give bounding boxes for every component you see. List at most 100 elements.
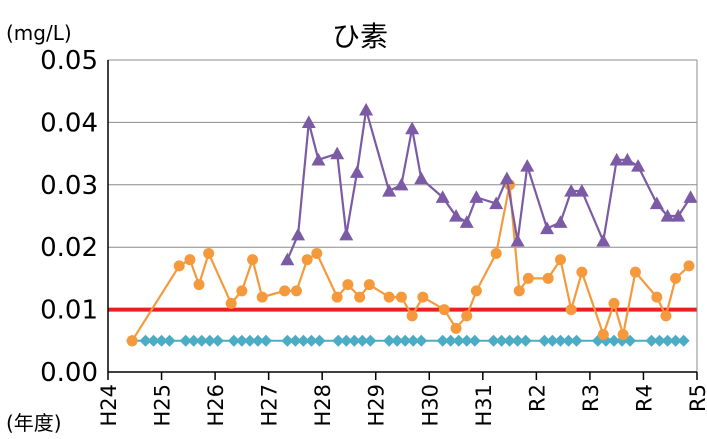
data-point-triangle	[489, 196, 504, 210]
data-point-diamond	[538, 334, 551, 347]
data-point-triangle	[596, 233, 611, 247]
data-point-diamond	[645, 334, 658, 347]
data-point-diamond	[546, 334, 559, 347]
data-point-diamond	[608, 334, 621, 347]
data-point-diamond	[313, 334, 326, 347]
data-point-diamond	[495, 334, 508, 347]
data-point-diamond	[163, 334, 176, 347]
data-point-circle	[203, 247, 215, 259]
x-tick-label: R5	[686, 384, 707, 412]
data-point-diamond	[179, 334, 192, 347]
data-point-diamond	[227, 334, 240, 347]
data-point-triangle	[540, 221, 555, 235]
data-point-circle	[126, 335, 138, 347]
data-point-diamond	[259, 334, 272, 347]
data-point-diamond	[669, 334, 682, 347]
data-point-diamond	[147, 334, 160, 347]
x-tick-label: R3	[579, 384, 603, 412]
data-point-triangle	[649, 196, 664, 210]
data-point-triangle	[469, 190, 484, 203]
data-point-circle	[331, 291, 343, 303]
data-point-circle	[617, 329, 629, 341]
data-point-circle	[660, 310, 672, 322]
x-tick-labels: H24 H25 H26 H27 H28 H29 H30 H31 R2 R3 R4 R5	[97, 384, 707, 427]
data-point-triangle	[449, 209, 464, 222]
data-point-diamond	[305, 334, 318, 347]
x-axis-unit-label: (年度)	[6, 411, 62, 435]
data-point-triangle	[311, 152, 326, 166]
data-point-triangle	[631, 159, 646, 172]
data-point-circle	[629, 266, 641, 278]
data-point-diamond	[391, 334, 404, 347]
y-tick-label: 0.01	[40, 296, 98, 326]
data-point-diamond	[677, 334, 690, 347]
data-point-triangle	[499, 171, 514, 185]
data-point-circle	[383, 291, 395, 303]
data-point-circle	[279, 285, 291, 297]
data-point-diamond	[452, 334, 465, 347]
data-point-circle	[225, 297, 237, 309]
y-tick-label: 0.05	[40, 46, 98, 76]
data-point-circle	[565, 304, 577, 316]
data-point-circle	[670, 272, 682, 284]
data-point-diamond	[554, 334, 567, 347]
data-point-triangle	[280, 252, 295, 266]
data-point-diamond	[195, 334, 208, 347]
y-tick-labels: 0.00 0.01 0.02 0.03 0.04 0.05	[40, 46, 98, 388]
data-point-triangle	[435, 190, 450, 203]
data-point-diamond	[348, 334, 361, 347]
x-tick-label: R2	[525, 384, 549, 412]
data-point-diamond	[297, 334, 310, 347]
data-point-diamond	[399, 334, 412, 347]
data-point-diamond	[139, 334, 152, 347]
data-point-triangle	[459, 215, 474, 228]
data-point-triangle	[660, 209, 675, 222]
data-point-diamond	[203, 334, 216, 347]
data-point-circle	[522, 272, 534, 284]
x-tick-label: H30	[418, 384, 442, 427]
data-point-circle	[597, 329, 609, 341]
data-point-diamond	[570, 334, 583, 347]
data-point-triangle	[349, 165, 364, 178]
data-point-circle	[247, 254, 259, 266]
y-tick-label: 0.03	[40, 171, 98, 201]
data-point-diamond	[235, 334, 248, 347]
data-point-diamond	[511, 334, 524, 347]
data-point-triangle	[609, 152, 624, 166]
x-tick-label: R4	[632, 384, 656, 412]
data-point-circle	[651, 291, 663, 303]
data-point-circle	[311, 247, 323, 259]
data-point-circle	[554, 254, 566, 266]
data-point-diamond	[661, 334, 674, 347]
data-point-diamond	[415, 334, 428, 347]
data-point-diamond	[460, 334, 473, 347]
data-point-diamond	[340, 334, 353, 347]
data-point-triangle	[520, 159, 535, 172]
data-point-circle	[406, 310, 418, 322]
data-point-diamond	[519, 334, 532, 347]
y-tick-label: 0.02	[40, 233, 98, 263]
data-point-diamond	[243, 334, 256, 347]
x-tick-label: H29	[365, 384, 389, 427]
data-point-circle	[608, 297, 620, 309]
data-point-diamond	[436, 334, 449, 347]
x-tick-label: H31	[472, 384, 496, 427]
data-point-circle	[513, 285, 525, 297]
data-point-diamond	[407, 334, 420, 347]
data-point-triangle	[359, 102, 374, 116]
data-point-circle	[354, 291, 366, 303]
y-tick-label: 0.04	[40, 108, 98, 138]
data-point-triangle	[414, 171, 429, 185]
data-point-circle	[290, 285, 302, 297]
data-point-triangle	[620, 152, 635, 166]
data-point-circle	[342, 279, 354, 291]
plot-series	[126, 102, 698, 347]
x-tick-label: H24	[97, 384, 121, 427]
data-point-triangle	[382, 184, 397, 197]
x-tick-label: H27	[258, 384, 282, 427]
data-point-triangle	[394, 177, 409, 191]
data-point-circle	[256, 291, 268, 303]
